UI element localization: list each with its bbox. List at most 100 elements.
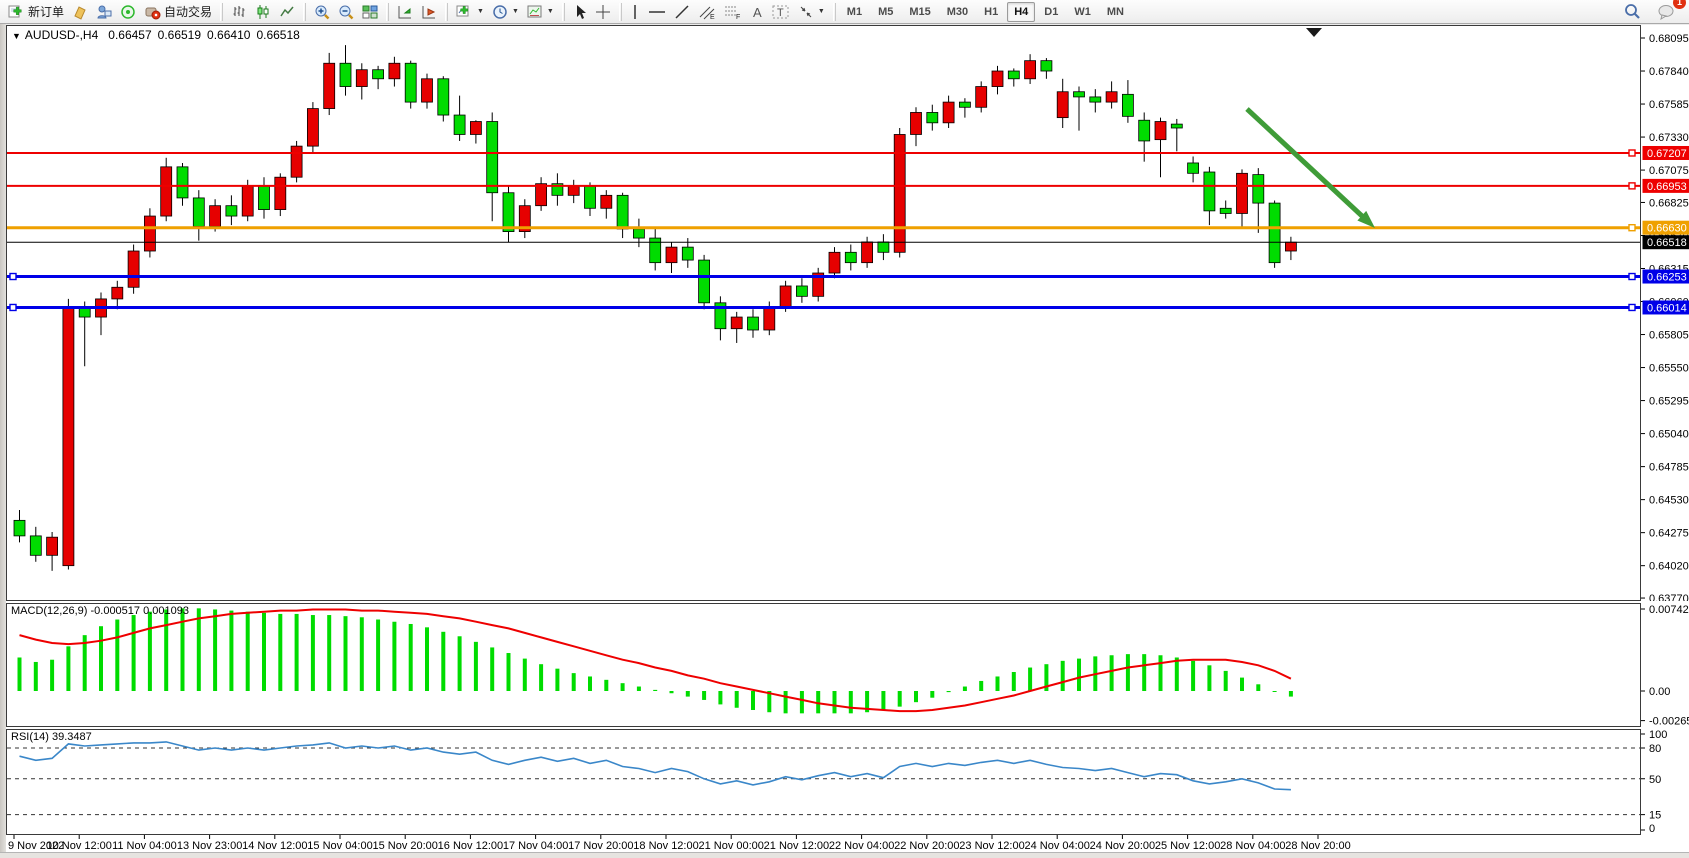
line-handle[interactable]: [9, 272, 17, 281]
arrows-icon: [798, 4, 814, 20]
price-label-text: 0.66953: [1647, 181, 1687, 193]
line-chart-button[interactable]: [275, 1, 299, 22]
macd-axis-tick: 0.00: [1649, 686, 1670, 698]
text-label-button[interactable]: T: [768, 1, 794, 22]
time-tick-label: 16 Nov 12:00: [438, 840, 503, 852]
vertical-line-button[interactable]: [626, 1, 644, 22]
timeframe-button-d1[interactable]: D1: [1044, 5, 1059, 18]
timeframe-button-mn[interactable]: MN: [1106, 5, 1124, 18]
macd-bar: [1174, 657, 1179, 691]
candle: [747, 316, 759, 331]
rsi-panel[interactable]: 100 80 50 15 0 RSI(14) 39.3487: [6, 729, 1689, 835]
zoom-out-button[interactable]: [334, 1, 358, 22]
price-label: [1642, 220, 1689, 235]
auto-scroll-button[interactable]: [393, 1, 417, 22]
notification-badge: 1: [1673, 0, 1686, 9]
candle: [1024, 60, 1036, 80]
zoom-in-button[interactable]: [310, 1, 334, 22]
trend-arrow[interactable]: [1245, 107, 1364, 218]
bar-chart-button[interactable]: [227, 1, 251, 22]
tile-windows-button[interactable]: [358, 1, 382, 22]
candle: [46, 536, 58, 556]
chart-shift-button[interactable]: [417, 1, 441, 22]
auto-trading-button[interactable]: 自动交易: [140, 1, 216, 22]
macd-bar: [115, 619, 120, 691]
new-chart-icon: [456, 4, 473, 20]
line-handle[interactable]: [1628, 303, 1636, 312]
candle: [1040, 60, 1053, 72]
candlestick-chart-button[interactable]: [251, 1, 275, 22]
notifications-button[interactable]: 1: [1653, 0, 1686, 22]
community-button[interactable]: [92, 1, 116, 22]
zoom-out-icon: [338, 4, 354, 20]
text-button[interactable]: A: [746, 1, 768, 22]
macd-bar: [685, 691, 690, 697]
macd-bar: [1060, 660, 1065, 691]
line-handle[interactable]: [1628, 224, 1636, 232]
macd-bar: [33, 661, 38, 691]
line-handle[interactable]: [9, 303, 17, 312]
candle: [1252, 174, 1265, 204]
candle: [779, 285, 792, 308]
candle: [600, 194, 613, 209]
horizontal-line-button[interactable]: [644, 1, 670, 22]
macd-bar: [164, 609, 169, 691]
candle: [1268, 202, 1281, 264]
line-handle[interactable]: [1628, 149, 1636, 157]
toolbar-separator: [220, 2, 224, 21]
profiles-button[interactable]: ▼: [488, 1, 523, 22]
macd-bar: [343, 616, 348, 691]
crosshair-button[interactable]: [591, 1, 615, 22]
candlestick-chart-icon: [255, 4, 271, 20]
macd-bar: [1158, 655, 1163, 691]
macd-bar: [669, 691, 674, 694]
macd-bar: [1207, 665, 1212, 691]
price-label: [1642, 235, 1689, 250]
zoom-in-icon: [314, 4, 330, 20]
line-handle[interactable]: [1628, 272, 1636, 281]
styler-button[interactable]: [68, 1, 92, 22]
timeframe-button-w1[interactable]: W1: [1074, 5, 1091, 18]
line-handle[interactable]: [1628, 182, 1636, 190]
fibonacci-button[interactable]: F: [720, 1, 746, 22]
new-order-button[interactable]: 新订单: [4, 1, 68, 22]
timeframe-button-m15[interactable]: M15: [909, 5, 931, 18]
macd-bar: [751, 691, 755, 710]
timeframe-button-m1[interactable]: M1: [846, 5, 863, 18]
candle: [1154, 121, 1167, 141]
macd-bar: [131, 615, 136, 691]
equidistant-channel-button[interactable]: E: [694, 1, 720, 22]
macd-bar: [881, 691, 886, 710]
macd-bar: [262, 612, 266, 691]
macd-bar: [147, 611, 152, 691]
auto-trading-label: 自动交易: [164, 5, 213, 19]
timeframe-button-h4[interactable]: H4: [1007, 1, 1036, 22]
candle: [959, 101, 971, 108]
time-tick-label: 14 Nov 12:00: [242, 840, 307, 852]
time-axis[interactable]: 9 Nov 2022 10 Nov 12:00 11 Nov 04:00 13 Nov…: [6, 835, 1689, 852]
templates-button[interactable]: ▼: [523, 1, 558, 22]
rsi-line: [19, 741, 1291, 791]
candle: [323, 62, 336, 109]
arrows-button[interactable]: ▼: [794, 1, 829, 22]
macd-panel[interactable]: 0.0074220.00-0.002651 MACD(12,26,9) -0.0…: [6, 603, 1689, 727]
macd-bar: [799, 691, 804, 714]
signals-button[interactable]: [116, 1, 140, 22]
cursor-button[interactable]: [569, 1, 591, 22]
main-chart-panel[interactable]: 0.68095 0.67840 0.67585 0.67330 0.67075 0.668…: [6, 25, 1689, 601]
timeframe-button-m5[interactable]: M5: [878, 5, 894, 18]
trendline-button[interactable]: [670, 1, 694, 22]
candle: [1089, 96, 1102, 103]
timeframe-button-m30[interactable]: M30: [946, 5, 969, 18]
candle: [1122, 93, 1134, 117]
macd-bar: [310, 615, 315, 691]
candle: [942, 101, 955, 124]
macd-bar: [1125, 654, 1130, 691]
macd-bar: [914, 691, 918, 703]
auto-scroll-icon: [397, 4, 413, 20]
candle: [1105, 91, 1118, 103]
new-chart-button[interactable]: ▼: [452, 1, 488, 22]
search-button[interactable]: [1620, 1, 1645, 22]
rsi-axis-tick: 80: [1649, 743, 1661, 755]
timeframe-button-h1[interactable]: H1: [984, 5, 999, 18]
